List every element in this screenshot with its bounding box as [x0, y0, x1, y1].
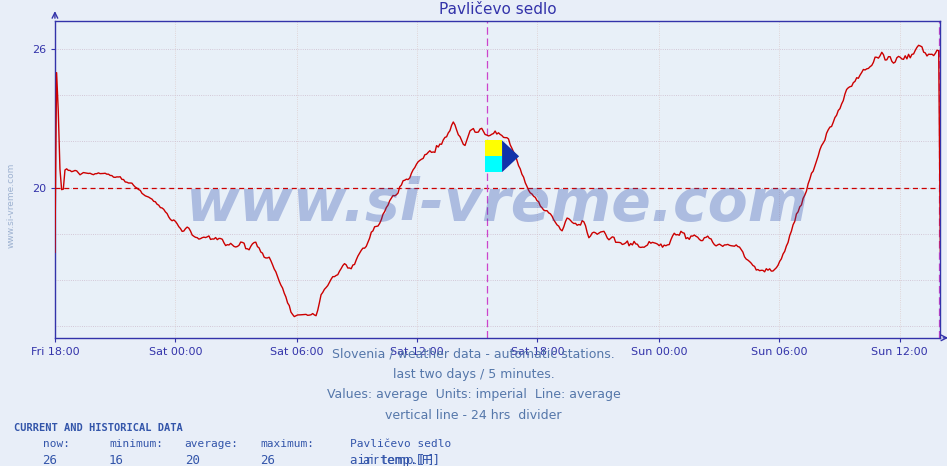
Text: www.si-vreme.com: www.si-vreme.com [7, 162, 16, 248]
Text: maximum:: maximum: [260, 439, 314, 449]
Text: 26: 26 [43, 454, 58, 466]
Text: 20: 20 [185, 454, 200, 466]
Text: average:: average: [185, 439, 239, 449]
Text: Slovenia / weather data - automatic stations.: Slovenia / weather data - automatic stat… [332, 347, 615, 360]
Polygon shape [485, 140, 502, 156]
Polygon shape [485, 156, 502, 172]
Text: www.si-vreme.com: www.si-vreme.com [186, 176, 810, 233]
Text: Values: average  Units: imperial  Line: average: Values: average Units: imperial Line: av… [327, 388, 620, 401]
Text: CURRENT AND HISTORICAL DATA: CURRENT AND HISTORICAL DATA [14, 423, 183, 433]
Polygon shape [502, 140, 519, 172]
Title: Pavličevo sedlo: Pavličevo sedlo [438, 2, 557, 17]
Text: 16: 16 [109, 454, 124, 466]
Text: vertical line - 24 hrs  divider: vertical line - 24 hrs divider [385, 409, 562, 422]
Text: now:: now: [43, 439, 70, 449]
Text: air temp.[F]: air temp.[F] [350, 454, 440, 466]
Text: 26: 26 [260, 454, 276, 466]
Text: last two days / 5 minutes.: last two days / 5 minutes. [393, 368, 554, 381]
Text: air temp.[F]: air temp.[F] [363, 454, 433, 466]
Text: Pavličevo sedlo: Pavličevo sedlo [350, 439, 452, 449]
Text: minimum:: minimum: [109, 439, 163, 449]
